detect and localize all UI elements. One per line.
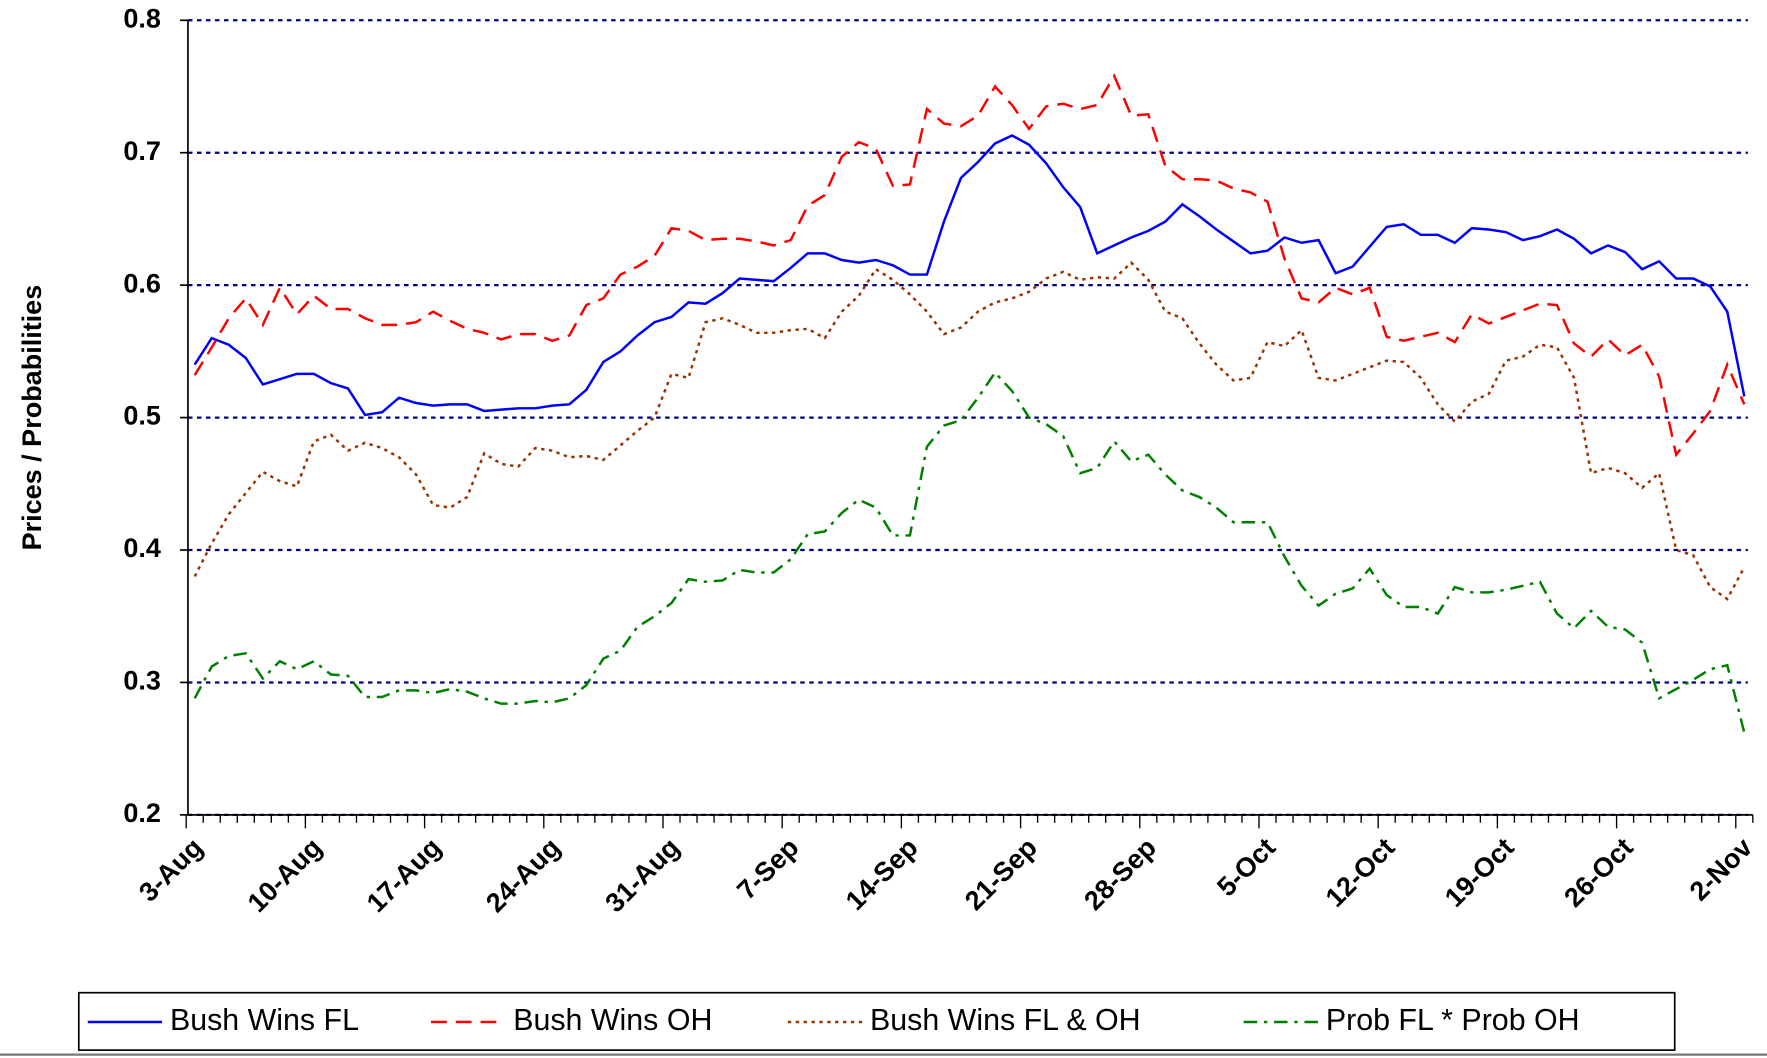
y-axis-title: Prices / Probabilities (17, 285, 47, 551)
legend-label: Bush Wins FL & OH (870, 1003, 1141, 1037)
y-tick-label: 0.8 (123, 3, 161, 33)
x-tick-label: 21-Sep (959, 832, 1043, 916)
series-line (193, 260, 1746, 601)
y-tick-label: 0.7 (123, 136, 161, 166)
y-tick-label: 0.3 (123, 666, 161, 696)
x-tick-label: 5-Oct (1211, 832, 1281, 902)
x-tick-label: 17-Aug (361, 832, 447, 918)
x-tick-label: 7-Sep (731, 832, 804, 905)
x-tick-label: 26-Oct (1558, 832, 1639, 913)
legend-label: Prob FL * Prob OH (1326, 1003, 1580, 1037)
y-tick-label: 0.6 (123, 268, 161, 298)
y-tick-label: 0.4 (123, 533, 161, 563)
x-tick-label: 19-Oct (1439, 832, 1520, 913)
legend-label: Bush Wins OH (513, 1003, 712, 1037)
legend-box (77, 991, 1676, 1051)
series-line (193, 73, 1746, 458)
y-tick-label: 0.2 (123, 798, 161, 828)
series-line (193, 370, 1746, 734)
y-tick-label: 0.5 (123, 401, 161, 431)
x-tick-label: 3-Aug (133, 832, 208, 907)
series-line (193, 134, 1746, 417)
x-tick-label: 28-Sep (1078, 832, 1162, 916)
legend-label: Bush Wins FL (170, 1003, 359, 1037)
x-tick-label: 14-Sep (840, 832, 924, 916)
x-tick-label: 12-Oct (1320, 832, 1401, 913)
x-tick-label: 31-Aug (599, 832, 685, 918)
x-tick-label: 2-Nov (1684, 832, 1758, 906)
x-tick-label: 24-Aug (480, 832, 566, 918)
x-tick-label: 10-Aug (242, 832, 328, 918)
